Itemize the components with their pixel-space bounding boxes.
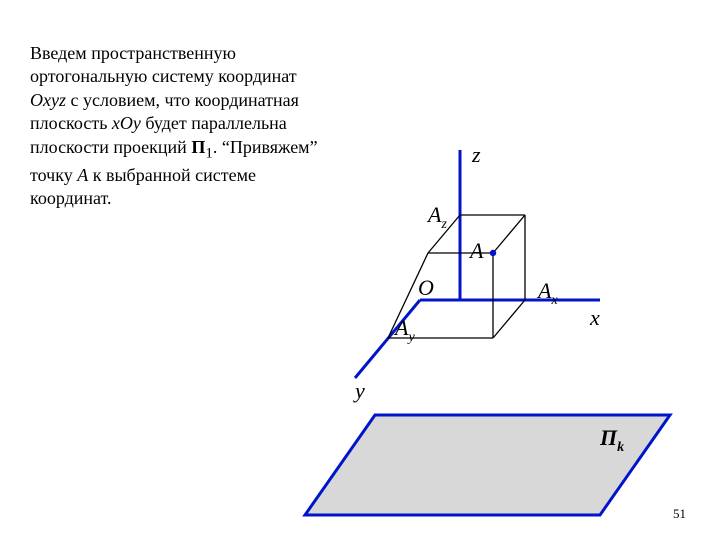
pi1-sub: 1 (205, 145, 213, 161)
pi1-term: П (191, 137, 205, 157)
z-axis-label: z (471, 142, 481, 167)
origin-label: O (418, 275, 434, 300)
Ay-label: Ay (393, 315, 415, 345)
text-run: Введем пространственную ортогональную си… (30, 43, 297, 86)
y-axis-label: y (353, 378, 365, 403)
description-paragraph: Введем пространственную ортогональную си… (30, 42, 330, 210)
xoy-term: xOy (112, 113, 141, 133)
page-number: 51 (673, 506, 686, 522)
box-edge (493, 300, 525, 338)
oxyz-term: Oxyz (30, 90, 66, 110)
point-A-dot (490, 250, 496, 256)
Ax-label: Ax (536, 278, 558, 308)
A-label: A (468, 238, 484, 263)
diagram-svg: z x y O A Az Ax Ay Пk (300, 120, 720, 540)
point-A-term: A (77, 165, 88, 185)
x-axis-label: x (589, 305, 600, 330)
coordinate-diagram: z x y O A Az Ax Ay Пk (300, 120, 720, 540)
box-edge (493, 215, 525, 253)
Az-label: Az (426, 202, 447, 232)
